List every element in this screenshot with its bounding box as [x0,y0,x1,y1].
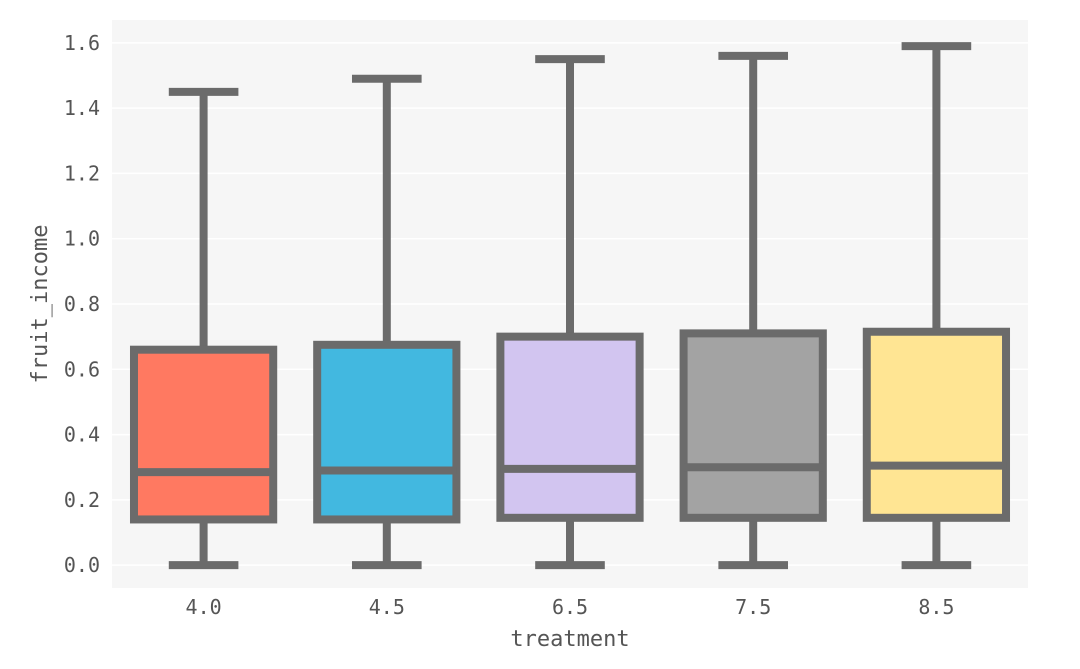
y-tick-label: 0.2 [64,488,100,512]
box-body [313,340,461,524]
box-6.5 [496,55,644,570]
x-tick-label: 8.5 [918,595,954,619]
box-7.5 [679,51,827,570]
y-tick-label: 0.0 [64,553,100,577]
y-axis-ticks: 0.0 0.2 0.4 0.6 0.8 1.0 1.2 1.4 1.6 [64,31,100,577]
x-axis-ticks: 4.0 4.5 6.5 7.5 8.5 [186,595,955,619]
x-tick-label: 7.5 [735,595,771,619]
y-axis-label: fruit_income [28,225,53,384]
box-body [129,345,278,524]
box-body [496,332,644,522]
x-axis-label: treatment [510,627,629,652]
box-4.5 [313,74,461,570]
boxes [129,42,1011,570]
box-body [679,329,827,522]
y-tick-label: 1.0 [64,227,100,251]
y-tick-label: 1.4 [64,96,100,120]
y-tick-label: 0.4 [64,423,100,447]
x-tick-label: 4.0 [186,595,222,619]
y-tick-label: 1.2 [64,161,100,185]
box-body [862,327,1011,522]
box-4.0 [129,87,278,570]
y-tick-label: 1.6 [64,31,100,55]
x-tick-label: 4.5 [369,595,405,619]
box-8.5 [862,42,1011,570]
y-tick-label: 0.8 [64,292,100,316]
y-tick-label: 0.6 [64,357,100,381]
x-tick-label: 6.5 [552,595,588,619]
